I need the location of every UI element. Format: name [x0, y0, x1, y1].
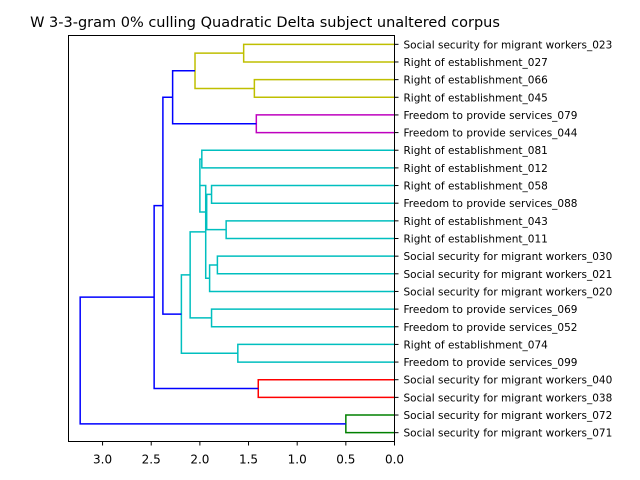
- dendrogram-link: [180, 274, 238, 354]
- chart-title: W 3-3-gram 0% culling Quadratic Delta su…: [30, 15, 500, 31]
- leaf-label: Freedom to provide services_079: [404, 110, 578, 122]
- dendrogram-link: [201, 149, 395, 169]
- leaf-label: Right of establishment_066: [404, 75, 549, 87]
- leaf-label: Social security for migrant workers_023: [404, 39, 613, 51]
- leaf-labels: Social security for migrant workers_023 R…: [394, 39, 613, 440]
- dendrogram-link: [253, 78, 395, 99]
- dendrogram-link: [210, 184, 395, 204]
- dendrogram-link: [257, 378, 395, 399]
- x-tick-label: 0.5: [336, 453, 355, 467]
- leaf-label: Freedom to provide services_044: [404, 128, 578, 140]
- dendrogram-link: [225, 220, 395, 240]
- leaf-label: Right of establishment_027: [404, 57, 548, 69]
- x-tick-label: 3.0: [93, 453, 112, 467]
- leaf-label: Social security for migrant workers_030: [404, 251, 613, 263]
- dendrogram-link: [189, 231, 212, 319]
- leaf-label: Freedom to provide services_069: [404, 304, 578, 316]
- leaf-label: Social security for migrant workers_021: [404, 269, 613, 281]
- leaf-label: Social security for migrant workers_040: [404, 375, 613, 387]
- x-tick-label: 1.0: [288, 453, 307, 467]
- dendrogram-link: [208, 264, 395, 293]
- leaf-label: Right of establishment_043: [404, 216, 548, 228]
- leaf-label: Freedom to provide services_052: [404, 322, 578, 334]
- dendrogram-link: [255, 114, 395, 134]
- leaf-label: Right of establishment_081: [404, 145, 548, 157]
- leaf-label: Social security for migrant workers_072: [404, 410, 613, 422]
- dendrogram-link: [216, 255, 395, 275]
- leaf-label: Right of establishment_074: [404, 339, 549, 351]
- x-axis: 3.0 2.5 2.0 1.5 1.0 0.5 0.0: [93, 441, 404, 467]
- dendrogram-link: [242, 43, 395, 63]
- x-tick-label: 2.0: [190, 453, 209, 467]
- x-tick-label: 0.0: [385, 453, 404, 467]
- leaf-label: Right of establishment_011: [404, 234, 548, 246]
- dendrogram-link: [153, 204, 259, 390]
- leaf-label: Right of establishment_045: [404, 92, 548, 104]
- dendrogram-link: [162, 96, 182, 315]
- dendrogram-link: [194, 52, 255, 90]
- dendrogram-link: [210, 308, 395, 328]
- dendrogram-links: [79, 43, 395, 434]
- leaf-label: Right of establishment_012: [404, 163, 548, 175]
- dendrogram-link: [171, 70, 257, 125]
- leaf-label: Freedom to provide services_099: [404, 357, 578, 369]
- x-tick-label: 2.5: [142, 453, 161, 467]
- dendrogram-link: [205, 193, 227, 231]
- leaf-label: Social security for migrant workers_071: [404, 428, 613, 440]
- leaf-label: Right of establishment_058: [404, 181, 548, 193]
- leaf-label: Social security for migrant workers_038: [404, 392, 613, 404]
- dendrogram-link: [199, 158, 207, 213]
- leaf-label: Freedom to provide services_088: [404, 198, 578, 210]
- x-tick-label: 1.5: [239, 453, 258, 467]
- dendrogram-link: [237, 343, 395, 363]
- dendrogram-link: [199, 184, 210, 279]
- dendrogram-link: [79, 296, 346, 425]
- dendrogram-link: [345, 414, 395, 434]
- leaf-label: Social security for migrant workers_020: [404, 286, 613, 298]
